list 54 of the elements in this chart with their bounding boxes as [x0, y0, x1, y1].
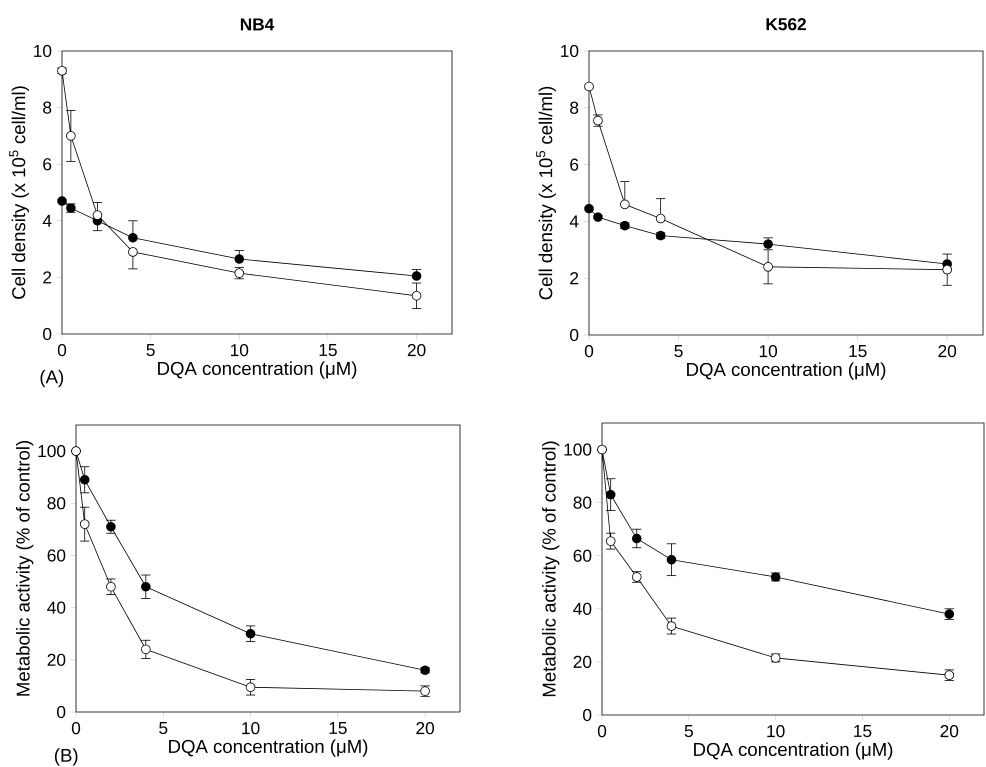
text: (A)	[40, 370, 64, 388]
y-tick-label: 60	[48, 549, 66, 562]
y-tick-label: 80	[574, 496, 592, 509]
y-tick-label: 2	[570, 272, 578, 284]
x-tick-label: 10	[242, 722, 260, 734]
x-tick-label: 10	[760, 345, 778, 358]
y-tick-label: 8	[43, 101, 52, 114]
y-tick-label: 10	[34, 44, 52, 58]
y-tick-label: 100	[38, 444, 66, 458]
x-axis-title: DQA concentration (μM)	[687, 362, 886, 380]
y-axis-title: Cell density (x 10$^{5}$ cell/ml)	[536, 86, 556, 300]
x-tick-label: 5	[146, 344, 155, 356]
y-tick-label: 20	[574, 656, 592, 668]
y-tick-label: 6	[570, 158, 578, 171]
y-tick-label: 8	[570, 102, 578, 114]
x-tick-label: 20	[940, 725, 958, 738]
y-tick-label: 6	[43, 158, 52, 170]
chart-title: NB4	[240, 18, 274, 30]
y-tick-label: 0	[583, 708, 592, 722]
x-tick-label: 15	[854, 725, 872, 738]
y-tick-label: 0	[43, 328, 52, 340]
x-tick-label: 15	[849, 345, 867, 358]
x-axis-title: DQA concentration (μM)	[694, 742, 892, 760]
y-tick-label: 10	[561, 44, 578, 58]
y-tick-label: 60	[574, 550, 592, 562]
x-tick-label: 20	[416, 722, 434, 734]
x-tick-label: 0	[72, 722, 80, 734]
y-tick-label: 4	[570, 215, 578, 228]
x-tick-label: 20	[408, 344, 426, 356]
y-axis-title: Metabolic activity (% of control)	[16, 441, 34, 696]
x-tick-label: 15	[330, 722, 347, 734]
y-tick-label: 20	[48, 654, 66, 666]
y-tick-label: 100	[564, 443, 592, 456]
y-tick-label: 0	[570, 328, 578, 342]
x-axis-title: DQA concentration (μM)	[169, 739, 368, 757]
y-axis-title: Cell density (x 10$^{5}$ cell/ml)	[9, 86, 29, 299]
x-tick-label: 5	[674, 345, 683, 358]
x-tick-label: 10	[767, 725, 785, 738]
y-axis-title: Metabolic activity (% of control)	[542, 442, 560, 696]
x-tick-label: 5	[684, 725, 693, 738]
x-tick-label: 15	[320, 344, 337, 356]
x-tick-label: 5	[159, 722, 168, 734]
y-tick-label: 0	[57, 706, 66, 718]
text: (B)	[54, 748, 78, 766]
y-tick-label: 4	[42, 214, 52, 227]
x-tick-label: 20	[938, 345, 956, 358]
y-tick-label: 40	[47, 602, 66, 614]
y-tick-label: 2	[43, 271, 52, 284]
x-tick-label: 10	[230, 344, 248, 356]
chart-title: K562	[766, 18, 806, 30]
x-axis-title: DQA concentration (μM)	[158, 361, 356, 379]
y-tick-label: 40	[573, 602, 592, 615]
y-tick-label: 80	[48, 497, 66, 510]
x-tick-label: 0	[598, 725, 606, 738]
